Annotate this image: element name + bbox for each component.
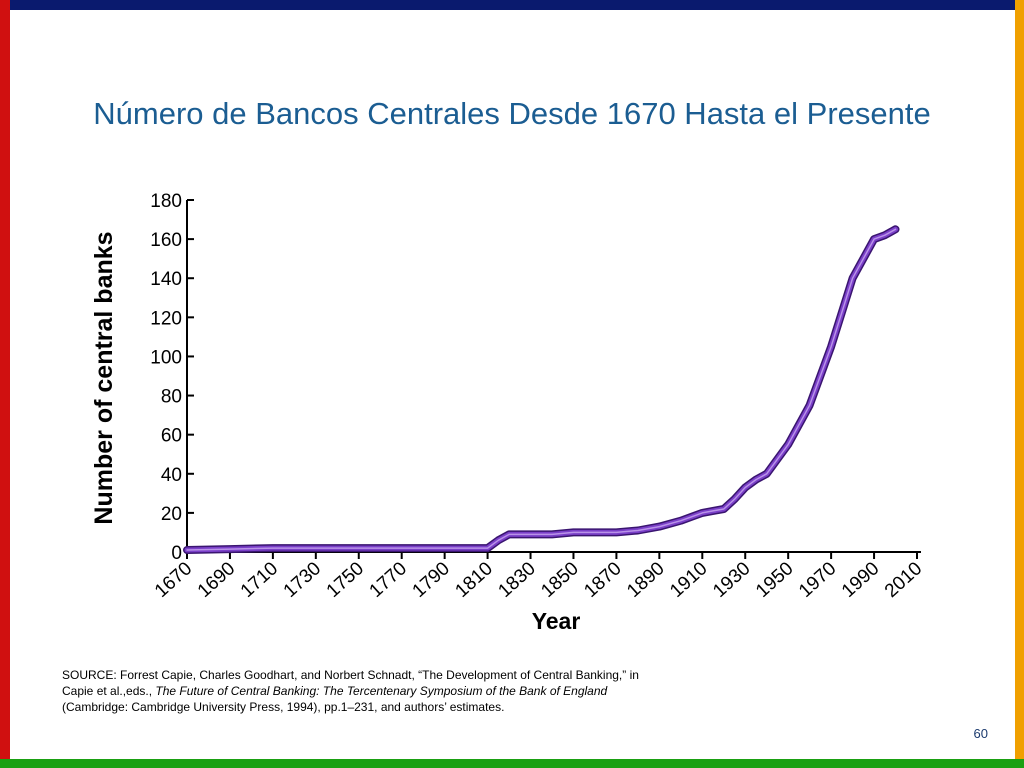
x-tick-label: 1970 (795, 558, 840, 602)
source-book-title: The Future of Central Banking: The Terce… (155, 684, 608, 698)
left-frame-bar (0, 0, 10, 768)
y-tick-label: 60 (161, 426, 182, 447)
right-frame-bar (1015, 0, 1024, 768)
y-tick-label: 140 (150, 269, 182, 290)
x-tick-label: 1670 (151, 558, 196, 602)
y-tick-label: 120 (150, 308, 182, 329)
source-suffix: (Cambridge: Cambridge University Press, … (62, 700, 505, 714)
y-tick-label: 20 (161, 504, 182, 525)
x-tick-label: 1730 (280, 558, 325, 602)
x-tick-label: 1870 (580, 558, 625, 602)
y-tick-label: 100 (150, 347, 182, 368)
y-tick-label: 180 (150, 191, 182, 212)
top-frame-bar (0, 0, 1024, 10)
y-axis-label: Number of central banks (90, 231, 118, 524)
y-tick-label: 160 (150, 230, 182, 251)
page-number: 60 (973, 726, 988, 741)
chart-axes (186, 200, 921, 553)
x-tick-label: 1770 (366, 558, 411, 602)
source-prefix: SOURCE: Forrest Capie, Charles Goodhart,… (62, 668, 639, 698)
x-axis-label: Year (532, 608, 581, 634)
x-tick-label: 1850 (537, 558, 582, 602)
x-tick-label: 1890 (623, 558, 668, 602)
series-line (184, 226, 898, 553)
x-tick-label: 1750 (323, 558, 368, 602)
x-tick-label: 1710 (237, 558, 282, 602)
x-tick-label: 1910 (666, 558, 711, 602)
chart-series (183, 225, 900, 554)
slide-title: Número de Bancos Centrales Desde 1670 Ha… (93, 96, 931, 131)
x-tick-label: 1930 (709, 558, 754, 602)
x-tick-label: 1810 (451, 558, 496, 602)
x-tick-label: 1690 (194, 558, 239, 602)
x-tick-label: 1950 (752, 558, 797, 602)
x-tick-label: 1990 (838, 558, 883, 602)
x-tick-label: 1830 (494, 558, 539, 602)
series-line-outline (183, 225, 900, 554)
y-tick-label: 0 (171, 543, 182, 564)
x-tick-label: 2010 (881, 558, 926, 602)
bottom-frame-bar (0, 759, 1024, 768)
y-tick-label: 80 (161, 387, 182, 408)
y-tick-label: 40 (161, 465, 182, 486)
source-note: SOURCE: Forrest Capie, Charles Goodhart,… (62, 667, 662, 715)
x-tick-label: 1790 (409, 558, 454, 602)
series-line-highlight (186, 228, 897, 551)
